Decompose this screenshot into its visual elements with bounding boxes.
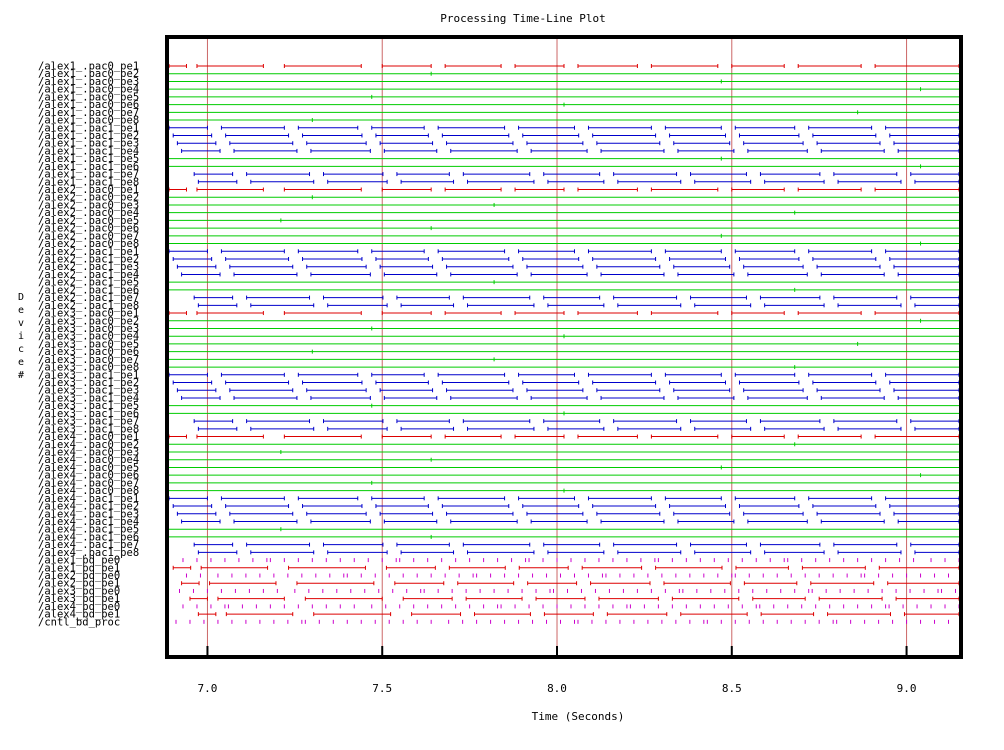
- device-label: /alex4_.pac1_pe1: [38, 493, 139, 505]
- device-label: /alex2_.pac0_pe8: [38, 238, 139, 250]
- device-label: /alex3_bd_pe1: [38, 593, 120, 605]
- device-label: /alex2_.pac1_pe1: [38, 246, 139, 258]
- device-label: /alex4_.pac0_pe6: [38, 470, 139, 482]
- chart-title: Processing Time-Line Plot: [440, 12, 606, 25]
- device-label: /alex2_.pac1_pe5: [38, 277, 139, 289]
- device-label: /alex3_.pac1_pe4: [38, 392, 139, 404]
- y-axis-label-char: D: [18, 292, 24, 303]
- device-label: /alex1_.pac0_pe2: [38, 68, 139, 80]
- device-label: /alex3_.pac0_pe2: [38, 315, 139, 327]
- device-label: /alex2_bd_pe0: [38, 570, 120, 582]
- device-label: /alex4_.pac0_pe7: [38, 477, 139, 489]
- device-label: /alex4_.pac1_pe6: [38, 531, 139, 543]
- device-label: /alex3_.pac0_pe3: [38, 323, 139, 335]
- device-label: /alex2_.pac0_pe6: [38, 223, 139, 235]
- device-label: /alex4_.pac1_pe7: [38, 539, 139, 551]
- device-label: /alex4_.pac0_pe1: [38, 431, 139, 443]
- x-tick-label: 8.0: [547, 682, 567, 695]
- device-label: /cntl_bd_proc: [38, 616, 120, 628]
- device-label: /alex3_.pac1_pe8: [38, 423, 139, 435]
- device-label: /alex1_.pac0_pe4: [38, 84, 139, 96]
- device-label: /alex4_.pac1_pe4: [38, 516, 139, 528]
- device-label: /alex2_.pac0_pe3: [38, 199, 139, 211]
- device-labels: /alex1_.pac0_pe1/alex1_.pac0_pe2/alex1_.…: [38, 61, 139, 629]
- device-label: /alex1_bd_pe0: [38, 555, 120, 567]
- device-label: /alex1_.pac1_pe7: [38, 169, 139, 181]
- device-label: /alex4_.pac0_pe5: [38, 462, 139, 474]
- device-label: /alex1_.pac0_pe5: [38, 91, 139, 103]
- device-label: /alex1_.pac0_pe6: [38, 99, 139, 111]
- device-label: /alex3_.pac0_pe5: [38, 338, 139, 350]
- x-axis-ticks: 7.0 7.5 8.0 8.5 9.0: [198, 646, 917, 695]
- device-label: /alex2_bd_pe1: [38, 578, 120, 590]
- device-label: /alex4_.pac1_pe5: [38, 524, 139, 536]
- device-label: /alex2_.pac0_pe5: [38, 215, 139, 227]
- device-label: /alex4_.pac0_pe4: [38, 454, 139, 466]
- y-axis-label-char: c: [18, 344, 24, 355]
- y-axis-label-char: v: [18, 318, 24, 329]
- device-label: /alex3_.pac0_pe8: [38, 362, 139, 374]
- y-axis-label-char: #: [18, 370, 24, 381]
- device-label: /alex4_.pac0_pe8: [38, 485, 139, 497]
- device-label: /alex2_.pac1_pe3: [38, 261, 139, 273]
- x-axis-label: Time (Seconds): [532, 710, 625, 723]
- device-label: /alex3_.pac1_pe2: [38, 377, 139, 389]
- device-label: /alex3_bd_pe0: [38, 585, 120, 597]
- device-rows: [168, 64, 963, 624]
- device-label: /alex2_.pac1_pe4: [38, 269, 139, 281]
- device-label: /alex1_.pac1_pe8: [38, 176, 139, 188]
- y-axis-label-char: i: [18, 331, 24, 342]
- device-label: /alex1_.pac0_pe1: [38, 61, 139, 73]
- device-label: /alex3_.pac0_pe1: [38, 308, 139, 320]
- device-label: /alex4_.pac1_pe2: [38, 501, 139, 513]
- device-label: /alex4_.pac1_pe8: [38, 547, 139, 559]
- device-label: /alex1_bd_pe1: [38, 562, 120, 574]
- device-label: /alex4_.pac0_pe2: [38, 439, 139, 451]
- device-label: /alex2_.pac1_pe7: [38, 292, 139, 304]
- y-axis-label-char: e: [18, 305, 24, 316]
- device-label: /alex3_.pac0_pe6: [38, 346, 139, 358]
- device-label: /alex2_.pac0_pe4: [38, 207, 139, 219]
- device-label: /alex1_.pac1_pe1: [38, 122, 139, 134]
- x-tick-label: 8.5: [722, 682, 742, 695]
- device-label: /alex3_.pac1_pe7: [38, 416, 139, 428]
- device-label: /alex1_.pac1_pe3: [38, 138, 139, 150]
- device-label: /alex1_.pac0_pe7: [38, 107, 139, 119]
- device-label: /alex3_.pac1_pe3: [38, 385, 139, 397]
- device-label: /alex2_.pac0_pe2: [38, 192, 139, 204]
- device-label: /alex1_.pac1_pe2: [38, 130, 139, 142]
- device-label: /alex4_.pac1_pe3: [38, 508, 139, 520]
- plot-frame: [165, 35, 963, 659]
- device-label: /alex2_.pac1_pe2: [38, 254, 139, 266]
- device-label: /alex4_bd_pe1: [38, 609, 120, 621]
- device-label: /alex2_.pac1_pe8: [38, 300, 139, 312]
- device-label: /alex3_.pac0_pe4: [38, 331, 139, 343]
- device-label: /alex1_.pac0_pe8: [38, 115, 139, 127]
- device-label: /alex3_.pac0_pe7: [38, 354, 139, 366]
- device-label: /alex1_.pac0_pe3: [38, 76, 139, 88]
- y-axis-label-char: e: [18, 357, 24, 368]
- device-label: /alex4_bd_pe0: [38, 601, 120, 613]
- x-tick-label: 7.0: [198, 682, 218, 695]
- device-label: /alex4_.pac0_pe3: [38, 447, 139, 459]
- device-label: /alex3_.pac1_pe1: [38, 369, 139, 381]
- device-label: /alex2_.pac1_pe6: [38, 284, 139, 296]
- device-label: /alex3_.pac1_pe6: [38, 408, 139, 420]
- device-label: /alex3_.pac1_pe5: [38, 400, 139, 412]
- device-label: /alex2_.pac0_pe7: [38, 230, 139, 242]
- x-tick-label: 7.5: [372, 682, 392, 695]
- device-label: /alex1_.pac1_pe4: [38, 145, 139, 157]
- device-label: /alex1_.pac1_pe6: [38, 161, 139, 173]
- device-label: /alex2_.pac0_pe1: [38, 184, 139, 196]
- x-tick-label: 9.0: [897, 682, 917, 695]
- device-label: /alex1_.pac1_pe5: [38, 153, 139, 165]
